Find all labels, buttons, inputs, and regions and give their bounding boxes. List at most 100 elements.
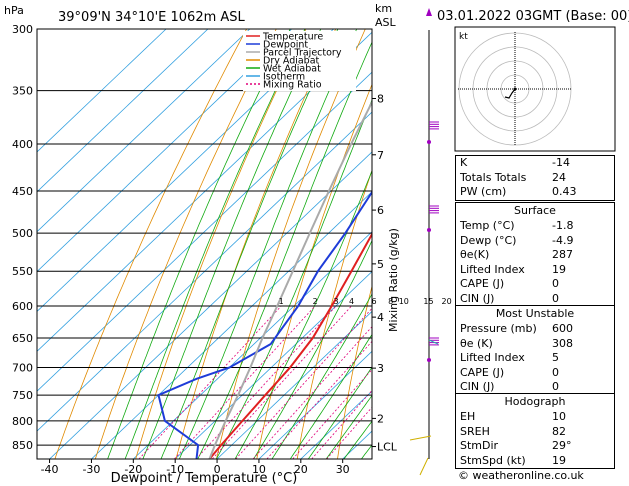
surface-value: 287 xyxy=(552,248,573,261)
x-tick-label: 10 xyxy=(252,463,266,476)
surface-row: CAPE (J) 0 xyxy=(456,277,614,292)
wet-adiabat-line xyxy=(142,29,322,459)
location-title: 39°09'N 34°10'E 1062m ASL xyxy=(58,10,246,25)
wet-adiabat-line xyxy=(289,333,372,459)
surface-panel: Surface Temp (°C) -1.8 Dewp (°C) -4.9 θe(K) 2… xyxy=(455,202,615,307)
hodograph-value: 82 xyxy=(552,424,566,438)
isotherm-line xyxy=(37,29,167,153)
dry-adiabat-line xyxy=(256,83,372,459)
mixing-ratio-line xyxy=(235,307,372,459)
x-tick-label: -10 xyxy=(166,463,184,476)
most-unstable-value: 0 xyxy=(552,380,559,393)
x-tick-label: 30 xyxy=(336,463,350,476)
pressure-tick-label: 550 xyxy=(12,265,33,278)
isotherm-line xyxy=(37,111,372,432)
mixing-ratio-label: 3 xyxy=(334,297,339,306)
surface-label: Dewp (°C) xyxy=(460,233,517,247)
index-label: K xyxy=(460,156,468,169)
wind-barb xyxy=(419,457,429,476)
most-unstable-label: Pressure (mb) xyxy=(460,322,537,335)
surface-value: 19 xyxy=(552,262,566,276)
height-tick-label: 8 xyxy=(377,93,384,106)
isotherm-line xyxy=(37,71,372,392)
index-value: 24 xyxy=(552,170,566,184)
x-axis-label: Dewpoint / Temperature (°C) xyxy=(111,471,298,486)
most-unstable-label: CAPE (J) xyxy=(460,365,505,379)
hpa-label: hPa xyxy=(4,4,24,17)
height-tick-label: 3 xyxy=(377,362,384,375)
index-value: 0.43 xyxy=(552,185,577,198)
surface-label: Temp (°C) xyxy=(460,219,515,232)
x-tick-label: -20 xyxy=(124,463,142,476)
mixing-ratio-line xyxy=(292,368,372,459)
hodograph-value: 19 xyxy=(552,453,566,467)
surface-value: 0 xyxy=(552,291,559,305)
isotherm-line xyxy=(174,271,372,459)
most-unstable-row: CAPE (J) 0 xyxy=(456,366,614,381)
wet-adiabat-line xyxy=(160,29,339,459)
legend-entry: Isotherm xyxy=(263,72,305,83)
hodograph: kt xyxy=(454,26,616,152)
isotherm-line xyxy=(49,151,372,459)
wind-dot xyxy=(427,228,431,232)
wet-adiabat-line xyxy=(107,29,291,459)
pressure-tick-label: 600 xyxy=(12,300,33,313)
dry-adiabat-line xyxy=(175,29,337,459)
surface-label: θe(K) xyxy=(460,248,490,261)
dry-adiabat-line xyxy=(296,169,372,459)
legend-entry: Dewpoint xyxy=(263,40,308,51)
mixing-ratio-line xyxy=(138,305,282,459)
wind-barbs xyxy=(409,8,439,476)
mixing-ratio-line xyxy=(174,305,316,459)
most-unstable-label: Lifted Index xyxy=(460,351,525,364)
height-tick-label: 5 xyxy=(377,258,384,271)
mixing-ratio-axis-label: Mixing Ratio (g/kg) xyxy=(387,228,400,332)
most-unstable-value: 600 xyxy=(552,322,573,335)
isotherm-line xyxy=(37,29,209,193)
mixing-ratio-line xyxy=(195,305,337,459)
wind-barb xyxy=(428,339,439,345)
mixing-ratio-line xyxy=(266,340,372,459)
pressure-tick-label: 800 xyxy=(12,415,33,428)
wind-dot xyxy=(427,140,431,144)
mixing-ratio-line xyxy=(326,406,372,459)
surface-label: CIN (J) xyxy=(460,291,495,305)
hodograph-label: StmSpd (kt) xyxy=(460,453,526,467)
wind-dot xyxy=(427,358,431,362)
height-tick-label: 7 xyxy=(377,149,384,162)
surface-row: CIN (J) 0 xyxy=(456,292,614,307)
wet-adiabat-line xyxy=(216,98,372,459)
most-unstable-row: Pressure (mb) 600 xyxy=(456,322,614,337)
most-unstable-value: 0 xyxy=(552,365,559,379)
pressure-tick-label: 850 xyxy=(12,439,33,452)
hodograph-label: StmDir xyxy=(460,439,499,452)
isotherm-line xyxy=(133,231,372,459)
isotherm-line xyxy=(37,31,372,352)
most-unstable-title: Most Unstable xyxy=(495,307,575,320)
hodograph-value: 10 xyxy=(552,410,566,423)
most-unstable-row: Lifted Index 5 xyxy=(456,351,614,366)
hodograph-label: SREH xyxy=(460,424,490,438)
pressure-tick-label: 700 xyxy=(12,362,33,375)
surface-value: 0 xyxy=(552,277,559,290)
pressure-tick-label: 400 xyxy=(12,138,33,151)
copyright: © weatheronline.co.uk xyxy=(458,469,584,482)
mixing-ratio-label: 8 xyxy=(388,297,393,306)
isotherm-line xyxy=(37,29,334,312)
dry-adiabat-line xyxy=(216,29,366,459)
hodograph-trace xyxy=(504,88,516,99)
x-tick-label: -40 xyxy=(41,463,59,476)
most-unstable-panel: Most Unstable Pressure (mb) 600 θe (K) 308 L… xyxy=(455,305,615,396)
mixing-ratio-label: 20 xyxy=(442,297,452,306)
legend-box xyxy=(243,31,356,91)
most-unstable-label: θe (K) xyxy=(460,336,493,350)
x-tick-label: -30 xyxy=(82,463,100,476)
most-unstable-value: 5 xyxy=(552,351,559,364)
surface-value: -4.9 xyxy=(552,233,574,247)
isotherm-line xyxy=(91,191,372,459)
hodograph-kt-label: kt xyxy=(459,32,468,42)
parcel-trajectory-line xyxy=(208,99,372,459)
legend-entry: Wet Adiabat xyxy=(263,64,321,75)
dewpoint-line xyxy=(157,190,372,459)
